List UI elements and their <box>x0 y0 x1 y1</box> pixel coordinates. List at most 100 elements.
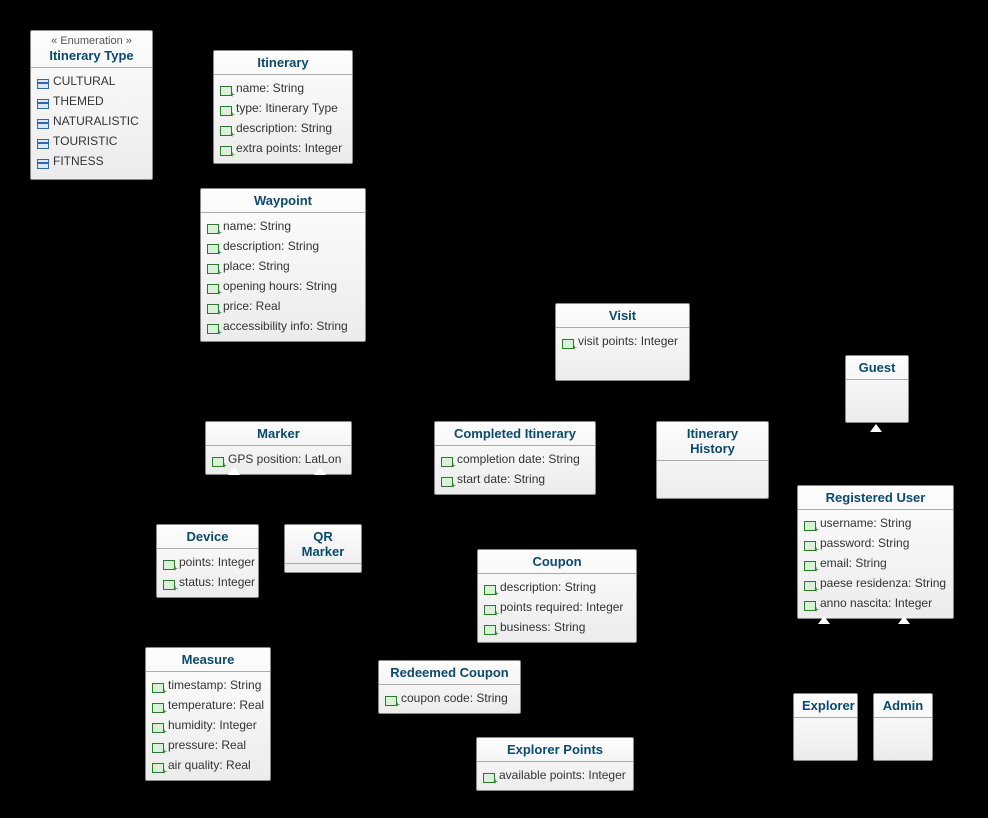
inheritance-arrow-icon <box>818 616 830 624</box>
property-icon <box>484 622 496 632</box>
class-title: Visit <box>556 304 689 328</box>
class-title: « Enumeration »Itinerary Type <box>31 31 152 68</box>
property-icon <box>207 301 219 311</box>
attribute-row: extra points: Integer <box>220 138 346 158</box>
class-itineraryType: « Enumeration »Itinerary Type CULTURAL THE… <box>30 30 153 180</box>
attribute-label: points required: Integer <box>500 598 623 616</box>
attribute-row: email: String <box>804 553 947 573</box>
attribute-label: CULTURAL <box>53 72 115 90</box>
attribute-label: name: String <box>236 79 304 97</box>
property-icon <box>220 103 232 113</box>
attribute-row: place: String <box>207 256 359 276</box>
attribute-label: TOURISTIC <box>53 132 117 150</box>
enum-literal-icon <box>37 96 49 106</box>
property-icon <box>483 770 495 780</box>
attribute-label: description: String <box>500 578 596 596</box>
attribute-row: password: String <box>804 533 947 553</box>
attribute-label: password: String <box>820 534 909 552</box>
title-text: Waypoint <box>254 193 312 208</box>
class-title: Explorer Points <box>477 738 633 762</box>
title-text: Marker <box>257 426 300 441</box>
attribute-label: business: String <box>500 618 585 636</box>
attribute-label: THEMED <box>53 92 104 110</box>
property-icon <box>152 700 164 710</box>
attribute-row: humidity: Integer <box>152 715 264 735</box>
attribute-label: place: String <box>223 257 290 275</box>
attribute-label: description: String <box>236 119 332 137</box>
class-redeemedCoupon: Redeemed Coupon coupon code: String <box>378 660 521 714</box>
attribute-row: start date: String <box>441 469 589 489</box>
class-title: Guest <box>846 356 908 380</box>
attribute-label: email: String <box>820 554 887 572</box>
attribute-row: username: String <box>804 513 947 533</box>
attribute-label: points: Integer <box>179 553 255 571</box>
title-text: Itinerary Type <box>49 48 133 63</box>
class-title: Registered User <box>798 486 953 510</box>
property-icon <box>441 454 453 464</box>
property-icon <box>484 582 496 592</box>
property-icon <box>207 281 219 291</box>
property-icon <box>220 143 232 153</box>
property-icon <box>385 693 397 703</box>
enum-literal-icon <box>37 136 49 146</box>
class-title: Admin <box>874 694 932 718</box>
class-measure: Measuretimestamp: Stringtemperature: Rea… <box>145 647 271 781</box>
inheritance-arrow-icon <box>898 616 910 624</box>
title-text: Registered User <box>826 490 926 505</box>
class-title: Marker <box>206 422 351 446</box>
class-visit: Visit visit points: Integer <box>555 303 690 381</box>
class-qrMarker: QR Marker <box>284 524 362 573</box>
class-body: available points: Integer <box>477 762 633 790</box>
class-title: Device <box>157 525 258 549</box>
inheritance-arrow-icon <box>314 467 326 475</box>
property-icon <box>804 558 816 568</box>
attribute-row: coupon code: String <box>385 688 514 708</box>
class-body: username: Stringpassword: String email: S… <box>798 510 953 618</box>
class-guest: Guest <box>845 355 909 423</box>
class-explorer: Explorer <box>793 693 858 761</box>
class-body: name: Stringdescription: Stringplace: St… <box>201 213 365 341</box>
property-icon <box>207 321 219 331</box>
enum-literal: FITNESS <box>37 151 146 171</box>
title-text: Completed Itinerary <box>454 426 576 441</box>
class-title: Measure <box>146 648 270 672</box>
class-body: completion date: Stringstart date: Strin… <box>435 446 595 494</box>
class-body <box>794 718 857 726</box>
title-text: Explorer Points <box>507 742 603 757</box>
property-icon <box>207 221 219 231</box>
class-body <box>846 380 908 388</box>
attribute-label: GPS position: LatLon <box>228 450 341 468</box>
class-body <box>657 461 768 469</box>
attribute-label: temperature: Real <box>168 696 264 714</box>
class-title: Coupon <box>478 550 636 574</box>
inheritance-arrow-icon <box>870 424 882 432</box>
property-icon <box>152 740 164 750</box>
attribute-row: GPS position: LatLon <box>212 449 345 469</box>
property-icon <box>152 680 164 690</box>
enum-literal-icon <box>37 156 49 166</box>
property-icon <box>220 83 232 93</box>
title-text: Device <box>187 529 229 544</box>
attribute-row: price: Real <box>207 296 359 316</box>
attribute-label: paese residenza: String <box>820 574 946 592</box>
class-body: points: Integerstatus: Integer <box>157 549 258 597</box>
attribute-row: pressure: Real <box>152 735 264 755</box>
attribute-label: completion date: String <box>457 450 580 468</box>
class-itinerary: Itineraryname: Stringtype: Itinerary Typ… <box>213 50 353 164</box>
class-completedItinerary: Completed Itinerary completion date: Stri… <box>434 421 596 495</box>
attribute-label: visit points: Integer <box>578 332 678 350</box>
class-title: Completed Itinerary <box>435 422 595 446</box>
attribute-row: description: String <box>207 236 359 256</box>
title-text: Visit <box>609 308 636 323</box>
attribute-row: opening hours: String <box>207 276 359 296</box>
attribute-label: coupon code: String <box>401 689 508 707</box>
attribute-label: available points: Integer <box>499 766 626 784</box>
class-title: Waypoint <box>201 189 365 213</box>
attribute-label: pressure: Real <box>168 736 246 754</box>
attribute-label: name: String <box>223 217 291 235</box>
title-text: Redeemed Coupon <box>390 665 508 680</box>
property-icon <box>152 760 164 770</box>
attribute-label: opening hours: String <box>223 277 337 295</box>
property-icon <box>562 336 574 346</box>
title-text: Guest <box>859 360 896 375</box>
